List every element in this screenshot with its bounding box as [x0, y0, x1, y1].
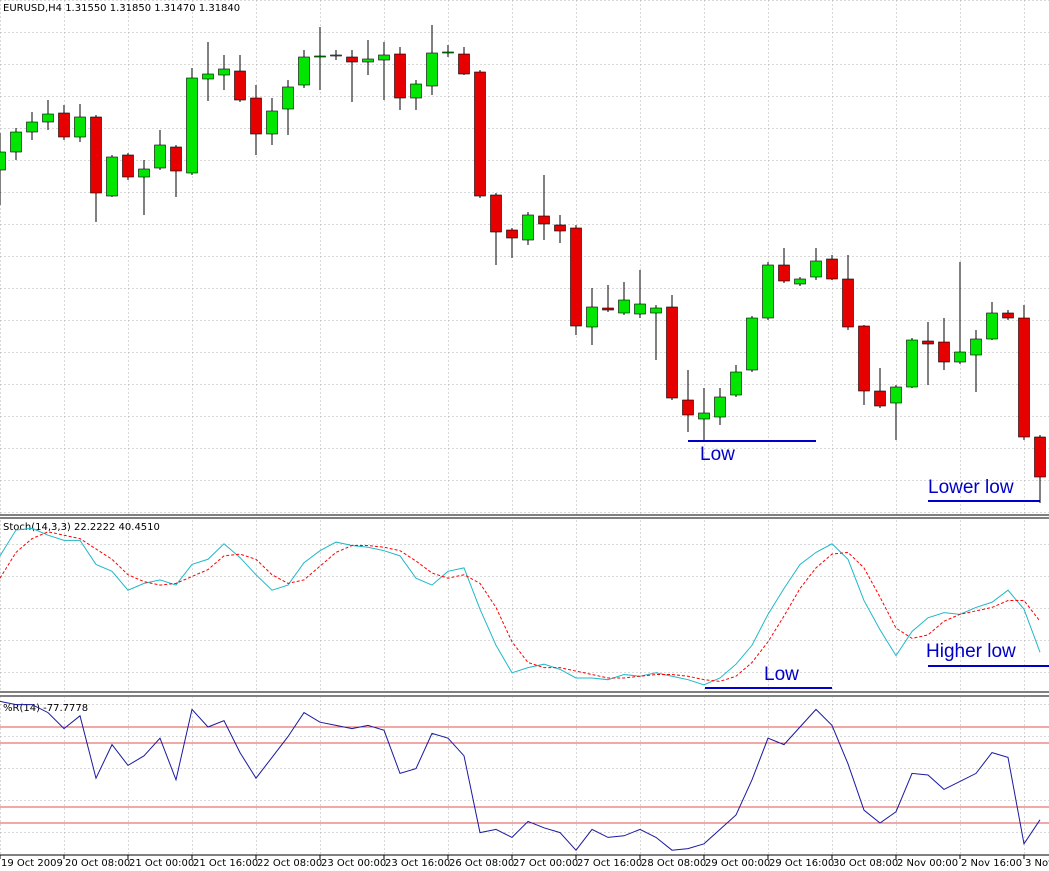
chart-title: EURUSD,H4 1.31550 1.31850 1.31470 1.3184…: [3, 3, 240, 14]
candle-body: [362, 58, 374, 63]
x-tick-label: 29 Oct 16:00: [769, 858, 834, 869]
candle-body: [26, 121, 38, 133]
candle-body: [874, 390, 886, 407]
x-tick-label: 19 Oct 2009: [1, 858, 63, 869]
candle-body: [666, 306, 678, 399]
candle-body: [218, 68, 230, 76]
candle-body: [154, 144, 166, 169]
candle-body: [426, 52, 438, 87]
grid: [0, 697, 1049, 854]
candle-body: [458, 53, 470, 75]
x-tick-label: 30 Oct 08:00: [833, 858, 898, 869]
candle-body: [938, 341, 950, 363]
candle-body: [602, 307, 614, 311]
candle-body: [826, 258, 838, 280]
candle-body: [778, 264, 790, 282]
grid: [0, 0, 1049, 515]
candle-body: [138, 168, 150, 178]
candle-body: [714, 396, 726, 418]
x-tick-label: 28 Oct 08:00: [641, 858, 706, 869]
candle-body: [298, 56, 310, 86]
x-tick-label: 20 Oct 08:00: [65, 858, 130, 869]
candle-body: [634, 303, 646, 315]
candle-body: [442, 51, 454, 54]
x-tick-label: 21 Oct 00:00: [129, 858, 194, 869]
candle-body: [954, 351, 966, 363]
indicator-line: [0, 531, 1041, 682]
x-tick-label: 3 Nov 08:00: [1025, 858, 1049, 869]
candle-body: [490, 194, 502, 233]
x-tick-label: 2 Nov 16:00: [961, 858, 1022, 869]
x-tick-label: 22 Oct 08:00: [257, 858, 322, 869]
candle-body: [58, 112, 70, 138]
candle-body: [794, 278, 806, 285]
candle-body: [314, 55, 326, 58]
candle-body: [1002, 312, 1014, 319]
candle-body: [922, 340, 934, 345]
candle-body: [538, 215, 550, 225]
annotation: Low: [764, 664, 799, 685]
chart-title: %R(14) -77.7778: [3, 703, 88, 714]
candle-body: [506, 229, 518, 239]
candle-body: [0, 151, 6, 171]
candle-body: [42, 113, 54, 123]
candle-body: [1034, 436, 1046, 478]
candle-body: [170, 146, 182, 172]
candle-body: [106, 156, 118, 197]
candle-body: [346, 56, 358, 63]
x-tick-label: 2 Nov 00:00: [897, 858, 958, 869]
annotation: Low: [700, 444, 735, 465]
x-tick-label: 27 Oct 16:00: [577, 858, 642, 869]
indicator-line: [0, 700, 1041, 851]
candle-body: [586, 306, 598, 328]
candle-body: [810, 260, 822, 278]
candle-body: [186, 77, 198, 174]
candle-body: [762, 264, 774, 319]
candle-body: [234, 70, 246, 101]
candle-body: [986, 312, 998, 340]
candle-body: [74, 116, 86, 138]
x-tick-label: 29 Oct 00:00: [705, 858, 770, 869]
candle-body: [330, 54, 342, 57]
candle-body: [842, 278, 854, 328]
candle-body: [970, 338, 982, 356]
candle-body: [394, 53, 406, 99]
candle-body: [618, 299, 630, 314]
candle-body: [554, 224, 566, 232]
x-tick-label: 26 Oct 08:00: [449, 858, 514, 869]
indicator-line: [0, 527, 1041, 686]
x-tick-label: 23 Oct 00:00: [321, 858, 386, 869]
candle-body: [410, 83, 422, 99]
candle-body: [250, 97, 262, 135]
candle-body: [698, 412, 710, 420]
annotation: Lower low: [928, 477, 1014, 498]
candle-body: [474, 71, 486, 197]
candle-body: [906, 339, 918, 388]
x-tick-label: 27 Oct 00:00: [513, 858, 578, 869]
candle-body: [522, 214, 534, 241]
candle-body: [858, 325, 870, 392]
candle-body: [570, 227, 582, 327]
x-tick-label: 23 Oct 16:00: [385, 858, 450, 869]
chart-title: Stoch(14,3,3) 22.2222 40.4510: [3, 522, 160, 533]
candle-body: [122, 154, 134, 178]
candle-body: [682, 399, 694, 416]
candle-body: [746, 317, 758, 371]
candle-body: [730, 371, 742, 396]
candle-body: [1018, 317, 1030, 438]
candle-body: [282, 86, 294, 110]
candle-body: [378, 54, 390, 61]
candle-body: [890, 386, 902, 404]
grid: [0, 519, 1049, 690]
candle-body: [266, 110, 278, 135]
candle-body: [202, 73, 214, 80]
x-tick-label: 21 Oct 16:00: [193, 858, 258, 869]
candle-body: [10, 131, 22, 153]
candle-body: [90, 116, 102, 194]
annotation: Higher low: [926, 641, 1016, 662]
candle-body: [650, 307, 662, 314]
